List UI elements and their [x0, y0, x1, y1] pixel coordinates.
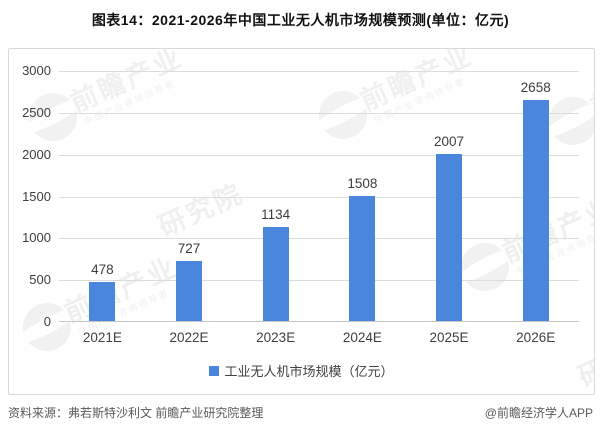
y-tick-label: 1000 [22, 230, 51, 246]
bar-group-2024E: 1508 [319, 71, 406, 322]
bar-value-label: 2007 [434, 134, 465, 150]
bar-group-2023E: 1134 [232, 71, 319, 322]
x-tick-label-2023E: 2023E [256, 330, 296, 345]
bar-2022E [176, 261, 202, 322]
bar-2025E [436, 154, 463, 322]
chart-title: 图表14：2021-2026年中国工业无人机市场规模预测(单位：亿元) [91, 12, 510, 28]
x-axis-line [59, 321, 579, 322]
bar-2024E [349, 195, 376, 322]
bar-value-label: 1134 [261, 207, 291, 223]
x-tick-label-2025E: 2025E [429, 330, 469, 345]
x-tick-label-2021E: 2021E [82, 330, 122, 345]
plot-area: 478 727 1134 1508 2007 2658 [59, 71, 579, 322]
legend: 工业无人机市场规模（亿元） [9, 361, 594, 380]
bar-value-label: 1508 [347, 175, 378, 191]
x-tick-label-2026E: 2026E [516, 330, 556, 345]
x-tick-label-2022E: 2022E [169, 330, 209, 345]
y-tick-label: 0 [43, 314, 51, 329]
chart-frame: 前瞻产业中国产业咨询领导者前瞻产业中国产业咨询领导者前瞻产业中国产业咨询领导者研… [8, 48, 595, 395]
gridline-2500 [59, 112, 579, 114]
y-tick-label: 2500 [22, 104, 51, 120]
gridline-500 [59, 280, 579, 282]
bar-2023E [262, 227, 289, 322]
y-axis: 0 500 1000 1500 2000 2500 3000 [9, 63, 51, 329]
gridline-1000 [59, 238, 579, 240]
x-axis-labels: 2021E 2022E 2023E 2024E 2025E 2026E [59, 330, 579, 345]
bar-value-label: 2658 [520, 79, 551, 95]
bar-value-label: 727 [177, 241, 201, 257]
x-tick-label-2024E: 2024E [342, 330, 382, 345]
bar-group-2022E: 727 [146, 71, 233, 322]
footer: 资料来源：弗若斯特沙利文 前瞻产业研究院整理 @前瞻经济学人APP [8, 404, 593, 421]
gridline-1500 [59, 196, 579, 198]
y-tick-label: 3000 [22, 63, 51, 78]
bar-2026E [522, 99, 549, 322]
footer-credit: @前瞻经济学人APP [484, 406, 593, 420]
gridline-3000 [59, 71, 579, 72]
bar-group-2026E: 2658 [492, 71, 579, 322]
legend-label: 工业无人机市场规模（亿元） [224, 364, 394, 379]
bar-2021E [89, 282, 116, 322]
gridline-2000 [59, 154, 579, 156]
bar-group-2025E: 2007 [406, 71, 493, 322]
legend-swatch [209, 365, 220, 376]
watermark-text: 前瞻产业 [585, 48, 595, 123]
bar-value-label: 478 [91, 262, 114, 278]
bar-group-2021E: 478 [59, 71, 146, 322]
footer-source: 资料来源：弗若斯特沙利文 前瞻产业研究院整理 [8, 406, 264, 420]
y-tick-label: 2000 [22, 146, 51, 162]
bars-row: 478 727 1134 1508 2007 2658 [59, 71, 579, 322]
y-tick-label: 1500 [22, 188, 51, 204]
y-tick-label: 500 [29, 272, 51, 288]
